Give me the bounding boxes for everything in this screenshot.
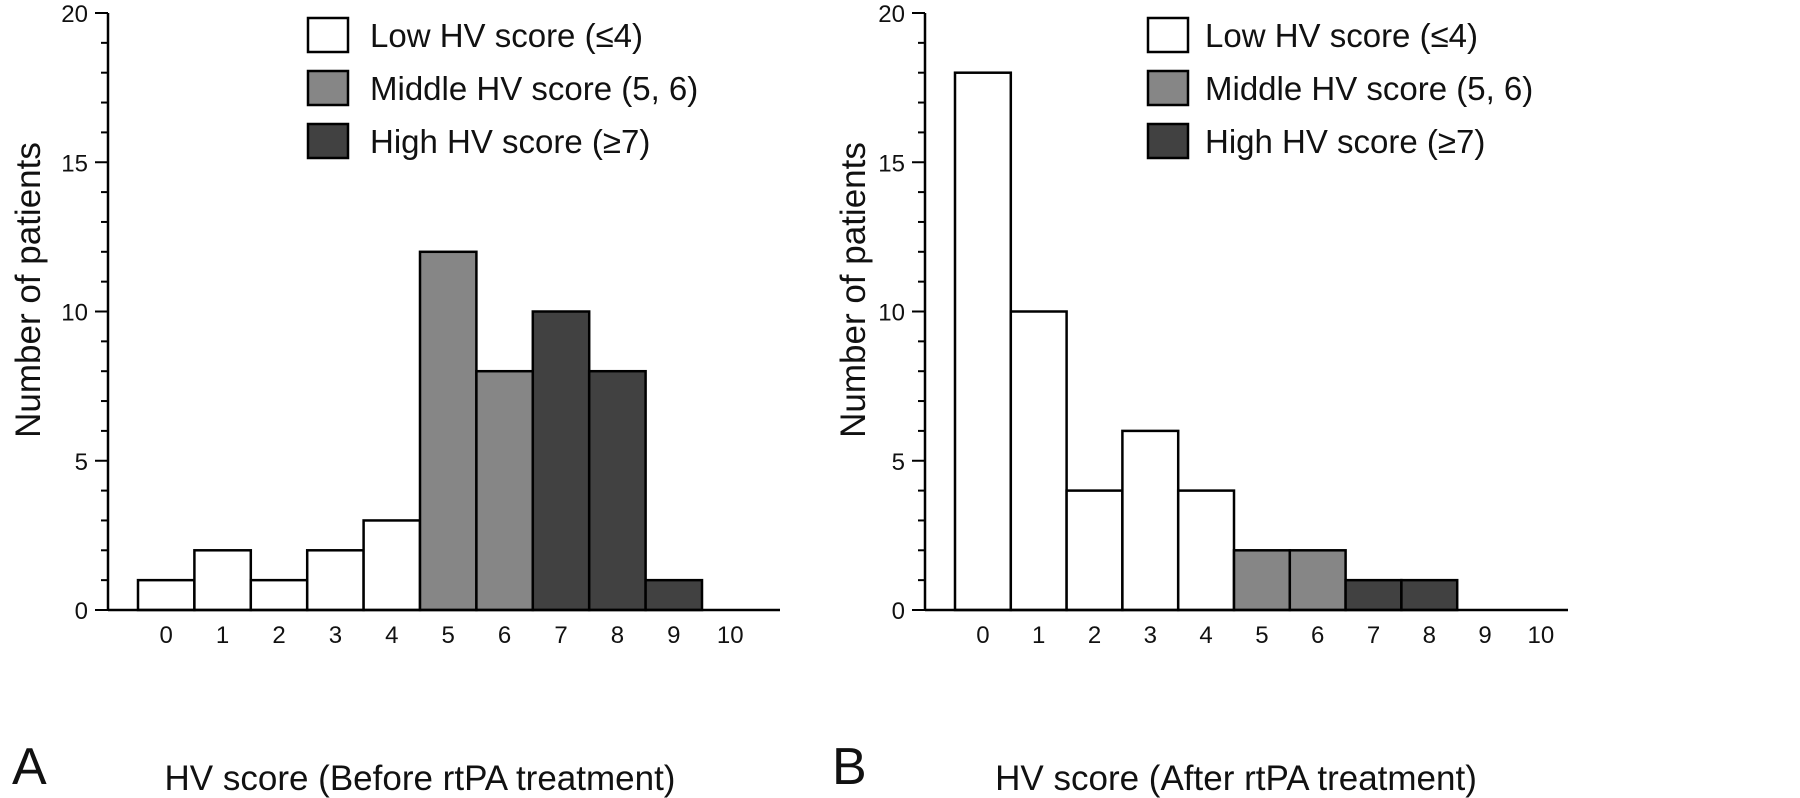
bar-hv-7 — [531, 310, 591, 612]
chart-panel-b: 0 5 10 15 20 0 1 2 3 4 5 6 7 8 9 10 HV score (After rtPA… — [832, 1, 1568, 798]
legend: Low HV score (≤4) Middle HV score (5, 6) H… — [306, 16, 698, 160]
x-tick-label: 9 — [1478, 622, 1491, 649]
y-axis-title: Number of patients — [9, 142, 48, 438]
legend-swatch-low — [1146, 16, 1190, 54]
x-tick-label: 0 — [160, 622, 173, 649]
panel-label: B — [832, 738, 867, 796]
legend-swatch-high — [306, 122, 350, 160]
x-tick-label: 10 — [1528, 622, 1555, 649]
bar-hv-2 — [1065, 489, 1124, 612]
x-tick-label: 7 — [554, 622, 567, 649]
x-tick-label: 8 — [1423, 622, 1436, 649]
x-tick-label: 9 — [667, 622, 680, 649]
legend: Low HV score (≤4) Middle HV score (5, 6) H… — [1146, 16, 1533, 160]
bar-hv-3 — [1121, 429, 1180, 612]
x-tick-label: 3 — [329, 622, 342, 649]
y-tick-label: 20 — [878, 1, 905, 28]
bar-hv-3 — [305, 549, 365, 612]
x-tick-label: 8 — [611, 622, 624, 649]
y-tick-label: 15 — [878, 150, 905, 177]
y-tick-label: 5 — [75, 449, 88, 476]
legend-swatch-middle — [306, 69, 350, 107]
legend-label-middle: Middle HV score (5, 6) — [370, 70, 698, 107]
y-tick-label: 15 — [61, 150, 88, 177]
x-tick-label: 3 — [1144, 622, 1157, 649]
bar-hv-6 — [475, 369, 535, 612]
x-tick-label: 5 — [442, 622, 455, 649]
x-tick-label: 2 — [1088, 622, 1101, 649]
y-tick-label: 0 — [892, 598, 905, 625]
y-tick-label: 10 — [878, 300, 905, 327]
bar-hv-1 — [193, 549, 253, 612]
bar-hv-8 — [1400, 578, 1459, 612]
x-tick-label: 2 — [272, 622, 285, 649]
bar-hv-7 — [1344, 578, 1403, 612]
bar-hv-0 — [953, 71, 1013, 612]
bar-hv-5 — [1232, 549, 1292, 612]
chart-panel-a: 0 5 10 15 20 0 1 2 3 4 5 6 7 8 9 10 HV score (Before rtP… — [9, 1, 780, 798]
legend-swatch-middle — [1146, 69, 1190, 107]
x-tick-label: 4 — [385, 622, 398, 649]
x-tick-label: 6 — [498, 622, 511, 649]
bar-hv-9 — [644, 578, 704, 612]
bar-hv-6 — [1288, 549, 1347, 612]
legend-swatch-high — [1146, 122, 1190, 160]
x-axis-title: HV score (Before rtPA treatment) — [165, 759, 676, 798]
x-tick-label: 1 — [1032, 622, 1045, 649]
y-tick-label: 5 — [892, 449, 905, 476]
legend-label-low: Low HV score (≤4) — [370, 17, 643, 54]
legend-label-middle: Middle HV score (5, 6) — [1205, 70, 1533, 107]
legend-label-high: High HV score (≥7) — [1205, 123, 1485, 160]
x-tick-label: 10 — [717, 622, 744, 649]
y-axis-title: Number of patients — [834, 142, 873, 438]
legend-label-high: High HV score (≥7) — [370, 123, 650, 160]
y-tick-label: 10 — [61, 300, 88, 327]
x-tick-label: 1 — [216, 622, 229, 649]
x-axis-title: HV score (After rtPA treatment) — [995, 759, 1477, 798]
bar-hv-2 — [249, 578, 309, 612]
y-tick-label: 20 — [61, 1, 88, 28]
legend-swatch-low — [306, 16, 350, 54]
y-tick-label: 0 — [75, 598, 88, 625]
x-tick-label: 0 — [976, 622, 989, 649]
panel-label: A — [12, 738, 47, 796]
legend-label-low: Low HV score (≤4) — [1205, 17, 1478, 54]
x-tick-label: 6 — [1311, 622, 1324, 649]
x-tick-label: 5 — [1255, 622, 1268, 649]
bar-hv-0 — [136, 578, 196, 612]
bar-hv-1 — [1009, 310, 1068, 612]
bar-hv-4 — [1176, 489, 1236, 612]
x-tick-label: 7 — [1367, 622, 1380, 649]
bar-hv-4 — [362, 519, 422, 612]
bar-hv-8 — [587, 369, 647, 612]
x-tick-label: 4 — [1199, 622, 1212, 649]
bar-hv-5 — [418, 250, 478, 612]
